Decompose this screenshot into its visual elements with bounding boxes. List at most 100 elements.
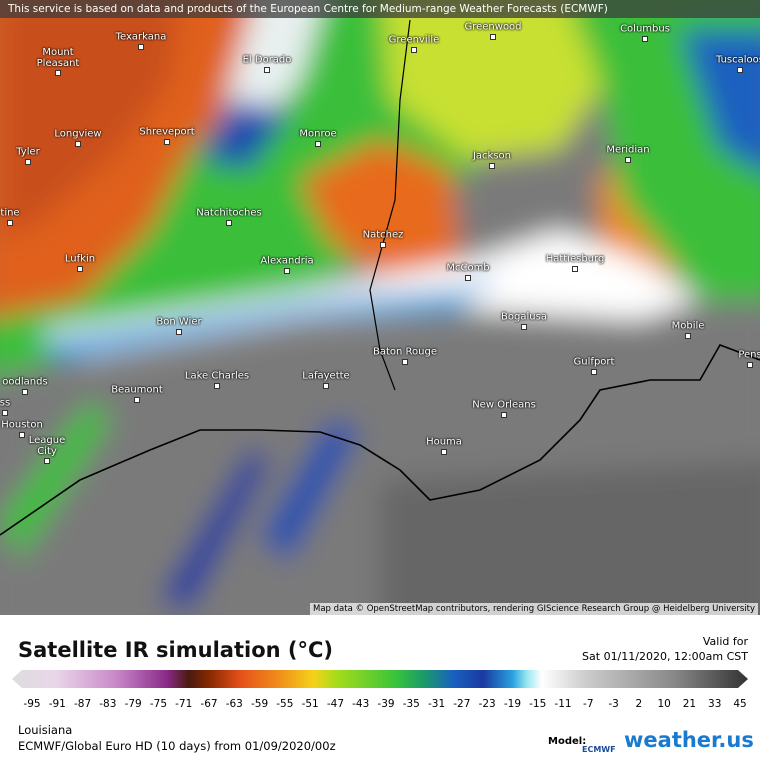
scale-tick-label: -27: [453, 698, 471, 710]
scale-tick-label: -83: [99, 698, 117, 710]
scale-tick-label: -3: [608, 698, 619, 710]
city-marker: [44, 458, 50, 464]
scale-tick-label: -63: [225, 698, 243, 710]
city-marker: [489, 163, 495, 169]
scale-tick-label: -43: [352, 698, 370, 710]
city-label: Houston: [1, 419, 43, 431]
scale-tick-label: -31: [427, 698, 446, 710]
scale-tick-label: -19: [503, 698, 521, 710]
scale-tick-label: -7: [583, 698, 594, 710]
scale-tick-label: 21: [682, 698, 697, 710]
city-marker: [521, 324, 527, 330]
city-marker: [642, 36, 648, 42]
city-marker: [591, 369, 597, 375]
scale-tick-label: -35: [402, 698, 420, 710]
scale-tick-label: 2: [635, 698, 643, 710]
city-marker: [176, 329, 182, 335]
city-label: oodlands: [2, 376, 48, 388]
city-label: Houma: [426, 436, 462, 448]
city-label: Monroe: [299, 128, 337, 140]
scale-tick-label: -55: [276, 698, 294, 710]
city-marker: [138, 44, 144, 50]
city-marker: [572, 266, 578, 272]
city-marker: [411, 47, 417, 53]
city-label: Texarkana: [115, 31, 167, 43]
scale-tick-label: -15: [529, 698, 547, 710]
scale-tick-label: 10: [657, 698, 671, 710]
model-run: ECMWF/Global Euro HD (10 days) from 01/0…: [18, 739, 336, 753]
city-label: Natchez: [362, 229, 404, 241]
city-label: Alexandria: [260, 255, 314, 267]
city-marker: [380, 242, 386, 248]
city-marker: [284, 268, 290, 274]
scale-tick-label: -67: [200, 698, 218, 710]
city-label: Hattiesburg: [545, 253, 605, 265]
city-label: Bon Wier: [156, 316, 202, 328]
city-label: Pens: [738, 349, 760, 361]
city-marker: [25, 159, 31, 165]
map[interactable]: This service is based on data and produc…: [0, 0, 760, 615]
city-label: Mobile: [671, 320, 705, 332]
city-marker: [490, 34, 496, 40]
city-label: Lake Charles: [184, 370, 250, 382]
map-attribution: Map data © OpenStreetMap contributors, r…: [310, 603, 758, 615]
valid-label: Valid for: [702, 635, 748, 648]
city-marker: [501, 412, 507, 418]
color-scale: [12, 670, 748, 688]
scale-tick-label: -75: [149, 698, 167, 710]
city-marker: [134, 397, 140, 403]
city-marker: [685, 333, 691, 339]
city-label: McComb: [446, 262, 490, 274]
city-marker: [19, 432, 25, 438]
scale-tick-label: -39: [377, 698, 395, 710]
city-label: ss: [0, 397, 11, 409]
city-marker: [315, 141, 321, 147]
city-label: League City: [28, 435, 66, 457]
city-label: tine: [0, 207, 20, 219]
city-marker: [625, 157, 631, 163]
city-label: Longview: [54, 128, 102, 140]
model-logo: ECMWF: [582, 745, 616, 754]
scale-tick-label: -87: [73, 698, 92, 710]
city-marker: [214, 383, 220, 389]
city-marker: [77, 266, 83, 272]
scale-tick-label: -95: [23, 698, 41, 710]
city-marker: [264, 67, 270, 73]
service-notice: This service is based on data and produc…: [0, 0, 760, 18]
region: Louisiana: [18, 723, 73, 737]
city-label: Shreveport: [139, 126, 195, 138]
scale-tick-label: -51: [301, 698, 319, 710]
city-label: New Orleans: [472, 399, 536, 411]
scale-tick-label: -23: [478, 698, 496, 710]
scale-tick-label: -11: [554, 698, 572, 710]
city-label: Lafayette: [302, 370, 350, 382]
city-label: Tyler: [16, 146, 40, 158]
city-marker: [75, 141, 81, 147]
city-label: Greenwood: [464, 21, 522, 33]
city-marker: [323, 383, 329, 389]
scale-tick-label: -47: [326, 698, 344, 710]
city-marker: [737, 67, 743, 73]
city-label: Meridian: [606, 144, 650, 156]
city-marker: [2, 410, 8, 416]
scale-tick-label: -71: [175, 698, 193, 710]
city-marker: [7, 220, 13, 226]
valid-time: Sat 01/11/2020, 12:00am CST: [582, 650, 748, 663]
city-label: Baton Rouge: [373, 346, 437, 358]
city-marker: [226, 220, 232, 226]
city-label: Tuscaloos: [716, 54, 760, 66]
city-marker: [747, 362, 753, 368]
city-marker: [55, 70, 61, 76]
city-marker: [441, 449, 447, 455]
city-label: Columbus: [620, 23, 670, 35]
map-imagery: [0, 0, 760, 615]
city-marker: [164, 139, 170, 145]
city-label: Greenville: [388, 34, 440, 46]
scale-tick-label: 33: [708, 698, 722, 710]
city-marker: [465, 275, 471, 281]
model-label: Model:: [548, 736, 587, 747]
legend-title: Satellite IR simulation (°C): [18, 638, 333, 662]
brand-logo[interactable]: weather.us: [624, 728, 754, 752]
city-label: Jackson: [472, 150, 512, 162]
